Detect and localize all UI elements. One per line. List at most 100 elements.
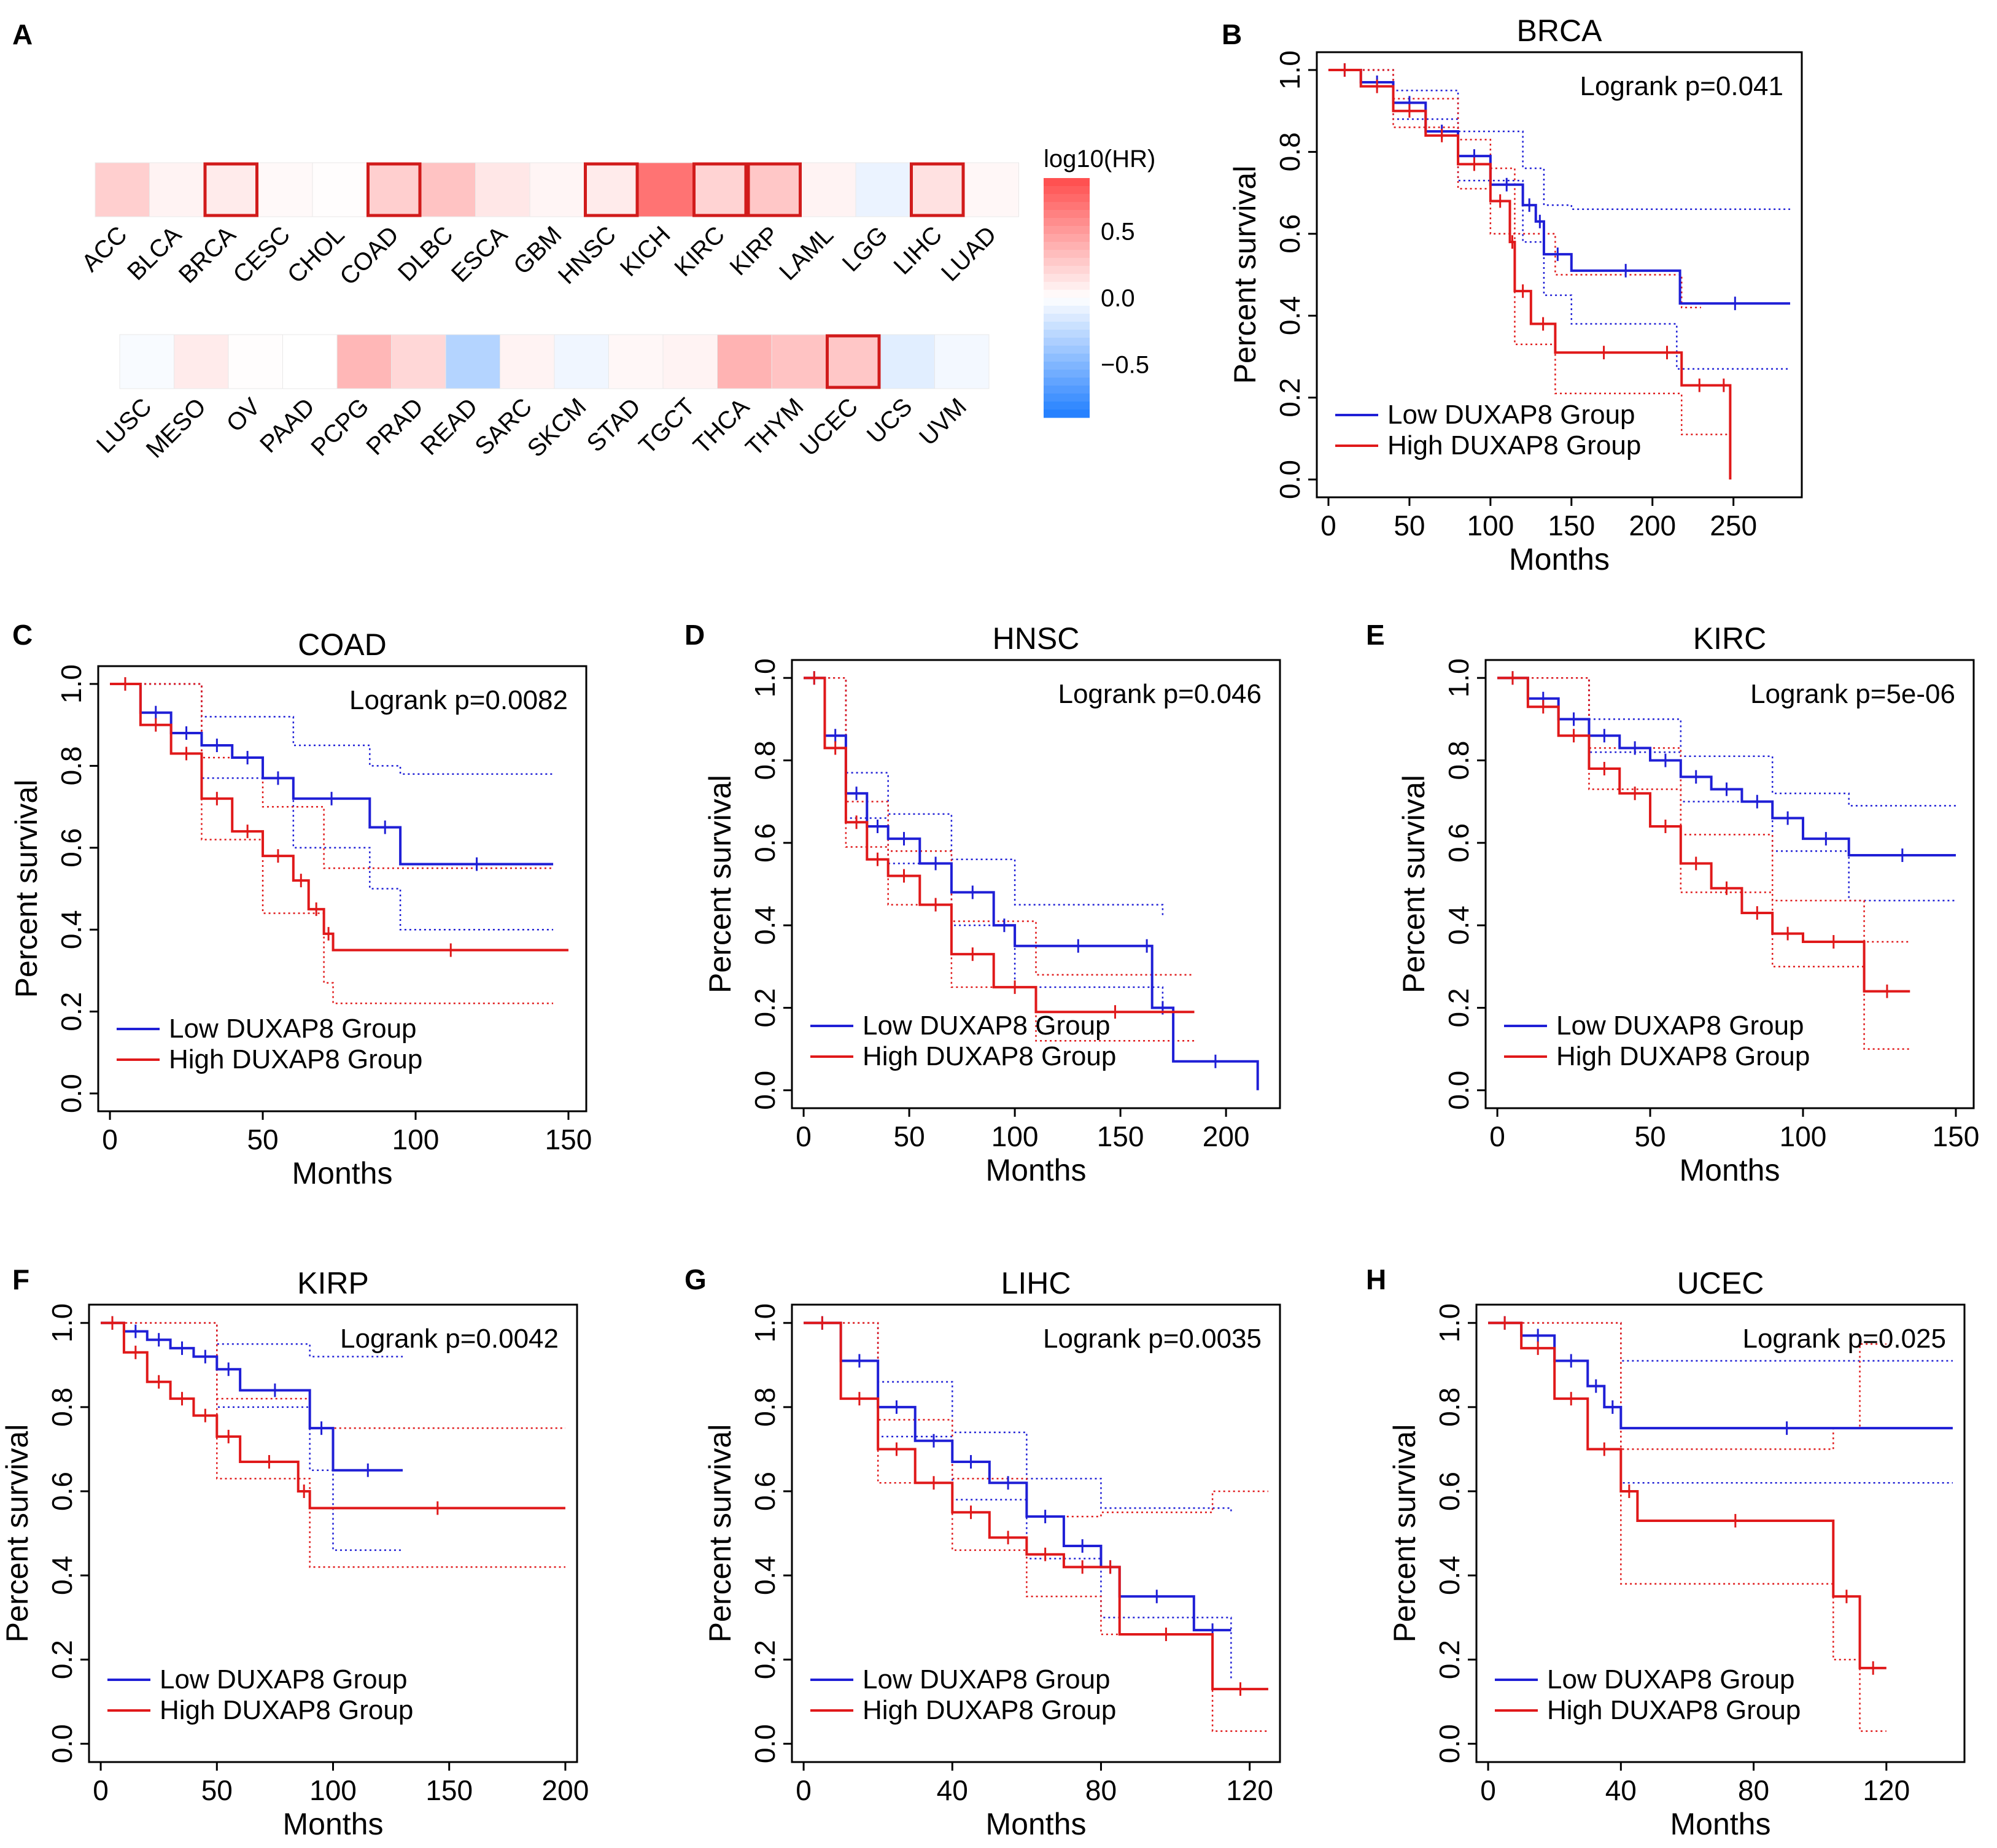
survival-plot-hnsc: D HNSC 0 50 100 150 200 Months 0.0 0.2 0.4 0.6 0.8 1.…	[684, 619, 1281, 1187]
panel-label-h: H	[1366, 1264, 1386, 1295]
colorbar-step	[1044, 314, 1090, 322]
heatmap-cell-tgct	[662, 334, 718, 389]
heatmap-cell-lihc	[910, 162, 965, 217]
heatmap-label-uvm: UVM	[914, 393, 972, 451]
ci-line-high	[1488, 1322, 1886, 1732]
heatmap-cell-coad	[366, 162, 422, 217]
heatmap-cell-ucec	[826, 334, 881, 389]
heatmap-label-blca: BLCA	[122, 221, 187, 285]
y-tick-label: 0.4	[749, 1556, 781, 1595]
y-tick-label: 1.0	[1433, 1303, 1465, 1343]
y-axis-title: Percent survival	[1228, 166, 1262, 384]
colorbar-step	[1044, 274, 1090, 282]
y-tick-label: 0.6	[749, 823, 781, 863]
y-tick-label: 0.6	[1274, 214, 1306, 254]
colorbar-step	[1044, 226, 1090, 235]
heatmap-label-chol: CHOL	[282, 221, 350, 289]
colorbar-tick-label: −0.5	[1101, 351, 1149, 378]
heatmap-cell-cesc	[258, 162, 313, 217]
y-tick-label: 0.0	[55, 1074, 87, 1113]
ci-line-low	[1328, 69, 1791, 370]
panel-label-c: C	[12, 619, 33, 651]
heatmap-cell-stad	[608, 334, 664, 389]
heatmap-label-esca: ESCA	[446, 221, 513, 287]
survival-plot-coad: C COAD 0 50 100 150 Months 0.0 0.2 0.4 0.6 0.8 1.0 Pe…	[9, 619, 592, 1190]
x-tick-label: 80	[1085, 1774, 1117, 1806]
y-tick-label: 1.0	[46, 1303, 78, 1343]
heatmap-cell-ov	[228, 334, 283, 389]
ci-line-high	[110, 683, 554, 869]
colorbar-step	[1044, 378, 1090, 386]
heatmap-label-lihc: LIHC	[889, 221, 948, 280]
colorbar-step	[1044, 178, 1090, 187]
y-tick-label: 0.0	[1433, 1724, 1465, 1763]
panel-label-a: A	[12, 18, 33, 50]
heatmap-label-stad: STAD	[582, 393, 646, 457]
x-tick-label: 0	[796, 1774, 812, 1806]
y-axis-title: Percent survival	[1387, 1424, 1422, 1643]
legend-label-high: High DUXAP8 Group	[1556, 1041, 1810, 1071]
heatmap-cell-gbm	[529, 162, 584, 217]
ci-line-low	[804, 677, 1164, 1008]
heatmap-label-kich: KICH	[615, 221, 676, 282]
colorbar-step	[1044, 266, 1090, 274]
heatmap-label-lgg: LGG	[837, 221, 893, 277]
y-tick-label: 0.4	[1274, 296, 1306, 335]
logrank-text: Logrank p=5e-06	[1750, 679, 1955, 709]
plot-title: BRCA	[1517, 14, 1603, 48]
colorbar-step	[1044, 186, 1090, 195]
heatmap-cell-kirp	[746, 162, 802, 217]
heatmap-cell-ucs	[880, 334, 935, 389]
colorbar-step	[1044, 394, 1090, 402]
plot-title: LIHC	[1001, 1266, 1071, 1300]
y-tick-label: 0.2	[1433, 1640, 1465, 1679]
heatmap-label-skcm: SKCM	[522, 393, 592, 462]
colorbar-step	[1044, 298, 1090, 306]
x-tick-label: 50	[247, 1124, 278, 1155]
legend-label-low: Low DUXAP8 Group	[160, 1664, 408, 1695]
panel-label-b: B	[1222, 18, 1242, 50]
y-tick-label: 0.0	[749, 1071, 781, 1110]
y-tick-label: 0.6	[1443, 823, 1475, 863]
heatmap-label-sarc: SARC	[470, 393, 537, 460]
x-tick-label: 100	[309, 1774, 357, 1806]
colorbar-step	[1044, 210, 1090, 219]
logrank-text: Logrank p=0.041	[1580, 71, 1783, 101]
colorbar-step	[1044, 322, 1090, 330]
heatmap-cell-sarc	[500, 334, 555, 389]
legend-label-low: Low DUXAP8 Group	[863, 1011, 1111, 1041]
colorbar-tick-label: 0.0	[1101, 285, 1135, 312]
ci-line-high	[110, 683, 554, 1004]
x-tick-label: 0	[1489, 1120, 1505, 1152]
colorbar-step	[1044, 202, 1090, 211]
colorbar-step	[1044, 370, 1090, 378]
legend-label-high: High DUXAP8 Group	[169, 1044, 422, 1074]
heatmap-label-coad: COAD	[335, 221, 404, 290]
logrank-text: Logrank p=0.0035	[1043, 1324, 1262, 1354]
y-tick-label: 1.0	[55, 664, 87, 704]
colorbar-step	[1044, 250, 1090, 258]
y-tick-label: 0.0	[46, 1724, 78, 1763]
heatmap-cell-kirc	[692, 162, 748, 217]
plot-frame	[1475, 1303, 1966, 1763]
ci-line-low	[804, 677, 1164, 917]
ci-line-high	[1328, 69, 1731, 435]
y-tick-label: 0.8	[1433, 1388, 1465, 1427]
survival-curve-high	[1328, 69, 1732, 479]
heatmap-cell-lusc	[119, 334, 174, 389]
plot-frame	[1484, 659, 1975, 1109]
heatmap-cell-chol	[312, 162, 367, 217]
heatmap-cell-hnsc	[584, 162, 639, 217]
y-axis-title: Percent survival	[1397, 775, 1431, 993]
y-tick-label: 1.0	[749, 658, 781, 697]
ci-line-high	[804, 1322, 1268, 1732]
y-tick-label: 0.8	[1274, 132, 1306, 171]
heatmap-label-ucs: UCS	[862, 393, 918, 449]
heatmap-cell-read	[445, 334, 500, 389]
y-tick-label: 0.6	[46, 1472, 78, 1511]
significance-box-kirp	[746, 162, 802, 217]
survival-curve-high	[110, 683, 568, 952]
y-tick-label: 0.4	[55, 910, 87, 949]
legend-label-high: High DUXAP8 Group	[863, 1695, 1116, 1725]
y-tick-label: 0.8	[55, 746, 87, 785]
